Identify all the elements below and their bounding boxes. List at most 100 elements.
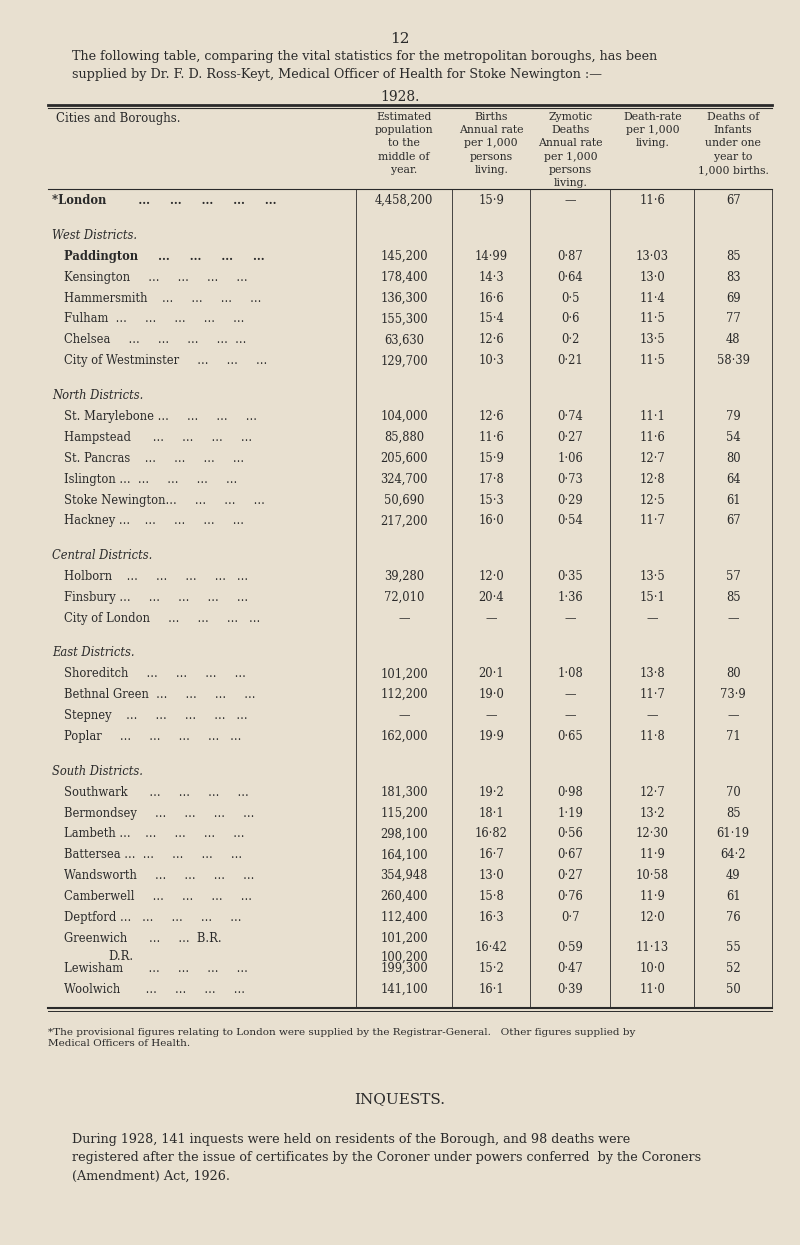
Text: 16·3: 16·3 xyxy=(478,911,504,924)
Text: —: — xyxy=(646,710,658,722)
Text: 129,700: 129,700 xyxy=(380,355,428,367)
Text: 100,200: 100,200 xyxy=(380,950,428,964)
Text: Poplar     ...     ...     ...     ...   ...: Poplar ... ... ... ... ... xyxy=(64,730,242,743)
Text: 15·3: 15·3 xyxy=(478,493,504,507)
Text: 0·6: 0·6 xyxy=(562,312,579,325)
Text: —: — xyxy=(565,194,576,207)
Text: —: — xyxy=(565,710,576,722)
Text: Births
Annual rate
per 1,000
persons
living.: Births Annual rate per 1,000 persons liv… xyxy=(459,112,523,174)
Text: Wandsworth     ...     ...     ...     ...: Wandsworth ... ... ... ... xyxy=(64,869,254,883)
Text: 12·30: 12·30 xyxy=(636,828,669,840)
Text: Lewisham       ...     ...     ...     ...: Lewisham ... ... ... ... xyxy=(64,962,248,975)
Text: 13·8: 13·8 xyxy=(639,667,666,680)
Text: Bethnal Green  ...     ...     ...     ...: Bethnal Green ... ... ... ... xyxy=(64,688,255,701)
Text: 164,100: 164,100 xyxy=(380,848,428,862)
Text: Estimated
population
to the
middle of
year.: Estimated population to the middle of ye… xyxy=(374,112,434,174)
Text: *London        ...     ...     ...     ...     ...: *London ... ... ... ... ... xyxy=(52,194,277,207)
Text: 4,458,200: 4,458,200 xyxy=(375,194,433,207)
Text: 0·54: 0·54 xyxy=(558,514,583,528)
Text: —: — xyxy=(565,688,576,701)
Text: —: — xyxy=(398,710,410,722)
Text: Hammersmith    ...     ...     ...     ...: Hammersmith ... ... ... ... xyxy=(64,291,262,305)
Text: 85: 85 xyxy=(726,807,741,819)
Text: 80: 80 xyxy=(726,667,741,680)
Text: 11·6: 11·6 xyxy=(639,194,666,207)
Text: —: — xyxy=(398,611,410,625)
Text: 17·8: 17·8 xyxy=(478,473,504,486)
Text: —: — xyxy=(486,611,497,625)
Text: 50: 50 xyxy=(726,982,741,996)
Text: 0·67: 0·67 xyxy=(558,848,583,862)
Text: —: — xyxy=(565,611,576,625)
Text: 178,400: 178,400 xyxy=(380,270,428,284)
Text: 16·82: 16·82 xyxy=(474,828,508,840)
Text: 112,400: 112,400 xyxy=(380,911,428,924)
Text: 0·7: 0·7 xyxy=(561,911,580,924)
Text: 85: 85 xyxy=(726,591,741,604)
Text: 155,300: 155,300 xyxy=(380,312,428,325)
Text: 0·39: 0·39 xyxy=(558,982,583,996)
Text: 15·2: 15·2 xyxy=(478,962,504,975)
Text: Greenwich      ...     ...  B.R.: Greenwich ... ... B.R. xyxy=(64,933,222,945)
Text: 13·03: 13·03 xyxy=(636,250,669,263)
Text: 19·0: 19·0 xyxy=(478,688,504,701)
Text: 12·0: 12·0 xyxy=(478,570,504,583)
Text: 83: 83 xyxy=(726,270,741,284)
Text: 12·7: 12·7 xyxy=(639,786,666,798)
Text: 11·8: 11·8 xyxy=(639,730,666,743)
Text: St. Pancras    ...     ...     ...     ...: St. Pancras ... ... ... ... xyxy=(64,452,244,464)
Text: 0·21: 0·21 xyxy=(558,355,583,367)
Text: —: — xyxy=(486,710,497,722)
Text: 15·1: 15·1 xyxy=(639,591,666,604)
Text: 13·0: 13·0 xyxy=(478,869,504,883)
Text: 64: 64 xyxy=(726,473,741,486)
Text: 1·06: 1·06 xyxy=(558,452,583,464)
Text: D.R.: D.R. xyxy=(108,950,133,964)
Text: 15·9: 15·9 xyxy=(478,194,504,207)
Text: 20·1: 20·1 xyxy=(478,667,504,680)
Text: 199,300: 199,300 xyxy=(380,962,428,975)
Text: Southwark      ...     ...     ...     ...: Southwark ... ... ... ... xyxy=(64,786,249,798)
Text: 1·19: 1·19 xyxy=(558,807,583,819)
Text: 13·5: 13·5 xyxy=(639,334,666,346)
Text: 48: 48 xyxy=(726,334,741,346)
Text: INQUESTS.: INQUESTS. xyxy=(354,1092,446,1107)
Text: 104,000: 104,000 xyxy=(380,410,428,423)
Text: 11·6: 11·6 xyxy=(478,431,504,443)
Text: Lambeth ...    ...     ...     ...     ...: Lambeth ... ... ... ... ... xyxy=(64,828,245,840)
Text: South Districts.: South Districts. xyxy=(52,764,143,778)
Text: 11·4: 11·4 xyxy=(639,291,666,305)
Text: 13·5: 13·5 xyxy=(639,570,666,583)
Text: The following table, comparing the vital statistics for the metropolitan borough: The following table, comparing the vital… xyxy=(72,50,658,81)
Text: 15·4: 15·4 xyxy=(478,312,504,325)
Text: 11·13: 11·13 xyxy=(636,941,669,954)
Text: 1·08: 1·08 xyxy=(558,667,583,680)
Text: 260,400: 260,400 xyxy=(380,890,428,903)
Text: Shoreditch     ...     ...     ...     ...: Shoreditch ... ... ... ... xyxy=(64,667,246,680)
Text: 0·5: 0·5 xyxy=(561,291,580,305)
Text: 85: 85 xyxy=(726,250,741,263)
Text: 11·7: 11·7 xyxy=(639,688,666,701)
Text: During 1928, 141 inquests were held on residents of the Borough, and 98 deaths w: During 1928, 141 inquests were held on r… xyxy=(72,1133,701,1183)
Text: 0·87: 0·87 xyxy=(558,250,583,263)
Text: 14·99: 14·99 xyxy=(474,250,508,263)
Text: 0·35: 0·35 xyxy=(558,570,583,583)
Text: 20·4: 20·4 xyxy=(478,591,504,604)
Text: City of London     ...     ...     ...   ...: City of London ... ... ... ... xyxy=(64,611,260,625)
Text: 12: 12 xyxy=(390,32,410,46)
Text: 10·58: 10·58 xyxy=(636,869,669,883)
Text: 0·27: 0·27 xyxy=(558,869,583,883)
Text: —: — xyxy=(727,611,739,625)
Text: 49: 49 xyxy=(726,869,741,883)
Text: 50,690: 50,690 xyxy=(384,493,424,507)
Text: 101,200: 101,200 xyxy=(380,933,428,945)
Text: 85,880: 85,880 xyxy=(384,431,424,443)
Text: Fulham  ...     ...     ...     ...     ...: Fulham ... ... ... ... ... xyxy=(64,312,244,325)
Text: 0·27: 0·27 xyxy=(558,431,583,443)
Text: 0·29: 0·29 xyxy=(558,493,583,507)
Text: 11·9: 11·9 xyxy=(639,890,666,903)
Text: 1928.: 1928. xyxy=(380,90,420,103)
Text: 11·1: 11·1 xyxy=(639,410,666,423)
Text: 16·0: 16·0 xyxy=(478,514,504,528)
Text: 12·6: 12·6 xyxy=(478,410,504,423)
